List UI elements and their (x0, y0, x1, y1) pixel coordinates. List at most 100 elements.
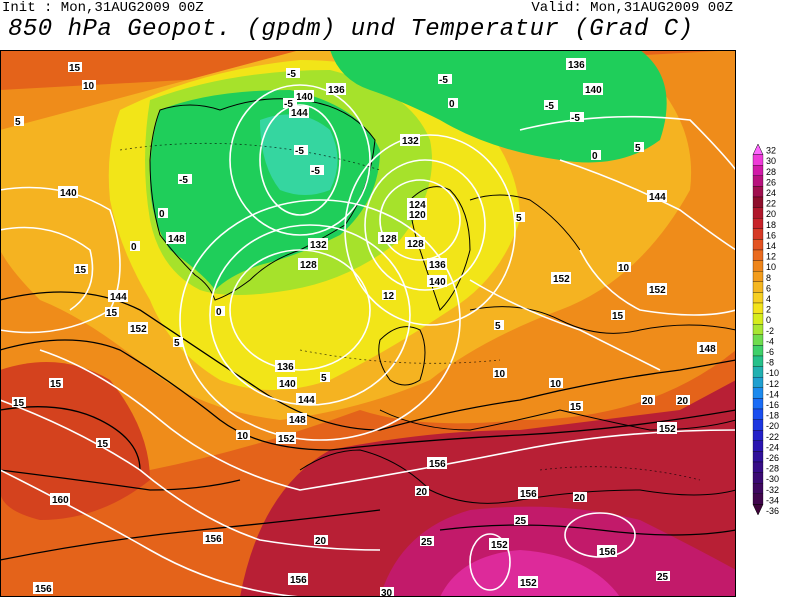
legend-swatch (752, 324, 764, 335)
legend-swatch (752, 292, 764, 304)
legend-swatch (752, 377, 764, 388)
svg-text:10: 10 (237, 431, 249, 442)
gpdm-label: 144 (108, 290, 128, 303)
temp-label: 15 (105, 307, 119, 319)
legend-swatch (752, 154, 764, 166)
weather-map: 136 140 144 140 136 132 128 124 120 128 … (0, 50, 736, 597)
svg-text:15: 15 (50, 379, 62, 390)
gpdm-label: 128 (298, 258, 318, 271)
legend-label: -28 (766, 464, 779, 474)
legend-swatch (752, 483, 764, 494)
temp-label: -5 (570, 112, 584, 124)
temp-field-green-arctic (330, 50, 667, 163)
temp-label: 0 (130, 241, 140, 253)
svg-text:-5: -5 (179, 175, 188, 186)
gpdm-label: 136 (427, 258, 447, 271)
svg-text:152: 152 (130, 324, 147, 335)
temp-label: 12 (382, 290, 396, 302)
legend-label: -36 (766, 506, 779, 515)
temp-label: 30 (380, 587, 394, 597)
gpdm-label: 140 (294, 90, 314, 103)
legend-swatch (752, 504, 764, 515)
svg-text:124: 124 (409, 200, 426, 211)
svg-text:136: 136 (568, 60, 585, 71)
svg-text:152: 152 (491, 540, 508, 551)
svg-text:156: 156 (599, 547, 616, 558)
svg-text:152: 152 (659, 424, 676, 435)
temp-label: 0 (591, 150, 601, 162)
legend-label: -20 (766, 421, 779, 431)
chart-header: Init : Mon,31AUG2009 00Z Valid: Mon,31AU… (0, 0, 789, 50)
gpdm-label: 156 (203, 532, 223, 545)
legend-label: 16 (766, 230, 776, 240)
svg-text:0: 0 (131, 242, 137, 253)
svg-text:10: 10 (550, 379, 562, 390)
svg-text:20: 20 (416, 487, 428, 498)
temp-label: 10 (549, 378, 563, 390)
legend-label: -24 (766, 442, 779, 452)
svg-text:15: 15 (13, 398, 25, 409)
gpdm-label: 156 (597, 545, 617, 558)
svg-text:15: 15 (75, 265, 87, 276)
legend-swatch (752, 366, 764, 378)
gpdm-label: 156 (427, 457, 447, 470)
temp-label: 25 (420, 536, 434, 548)
svg-text:152: 152 (649, 285, 666, 296)
gpdm-label: 124 (407, 198, 427, 211)
legend-label: 32 (766, 146, 776, 156)
temp-label: 5 (634, 142, 644, 154)
temp-label: 15 (74, 264, 88, 276)
temp-label: 5 (14, 116, 24, 128)
init-time-label: Init : Mon,31AUG2009 00Z (2, 0, 204, 16)
legend-label: 2 (766, 305, 771, 315)
legend-label: -8 (766, 358, 774, 368)
svg-text:152: 152 (553, 274, 570, 285)
legend-label: -6 (766, 347, 774, 357)
svg-text:-5: -5 (571, 113, 580, 124)
legend-label: -16 (766, 400, 779, 410)
svg-text:-5: -5 (311, 166, 320, 177)
svg-text:20: 20 (574, 493, 586, 504)
temp-label: -5 (178, 174, 192, 186)
legend-label: -32 (766, 485, 779, 495)
legend-label: 26 (766, 177, 776, 187)
temp-label: 15 (68, 62, 82, 74)
gpdm-label: 140 (58, 186, 78, 199)
chart-title: 850 hPa Geopot. (gpdm) und Temperatur (G… (8, 16, 694, 43)
legend-swatch (752, 430, 764, 441)
svg-text:15: 15 (97, 439, 109, 450)
svg-text:25: 25 (657, 572, 669, 583)
legend-label: -26 (766, 453, 779, 463)
gpdm-label: 132 (400, 134, 420, 147)
temp-label: -5 (283, 98, 297, 110)
legend-label: 4 (766, 294, 771, 304)
svg-text:10: 10 (618, 263, 630, 274)
legend-label: 24 (766, 188, 776, 198)
legend-swatch (752, 175, 764, 187)
svg-text:140: 140 (585, 85, 602, 96)
svg-text:120: 120 (409, 210, 426, 221)
svg-text:156: 156 (429, 459, 446, 470)
svg-text:15: 15 (570, 402, 582, 413)
svg-text:5: 5 (495, 321, 501, 332)
temp-label: 0 (215, 306, 225, 318)
temp-label: 25 (656, 571, 670, 583)
svg-text:156: 156 (205, 534, 222, 545)
svg-text:30: 30 (381, 588, 393, 597)
legend-swatch (752, 281, 764, 293)
svg-text:20: 20 (677, 396, 689, 407)
legend-swatch (752, 249, 764, 261)
svg-text:-5: -5 (439, 75, 448, 86)
temp-label: -5 (310, 165, 324, 177)
legend-swatch (752, 196, 764, 208)
legend-label: -34 (766, 495, 779, 505)
gpdm-label: 156 (518, 487, 538, 500)
svg-text:-5: -5 (545, 101, 554, 112)
temp-label: 0 (448, 98, 458, 110)
legend-swatch (752, 398, 764, 410)
legend-label: 0 (766, 315, 771, 325)
temp-label: 10 (617, 262, 631, 274)
isotherms (0, 291, 736, 561)
svg-text:20: 20 (642, 396, 654, 407)
temp-label: 20 (676, 395, 690, 407)
